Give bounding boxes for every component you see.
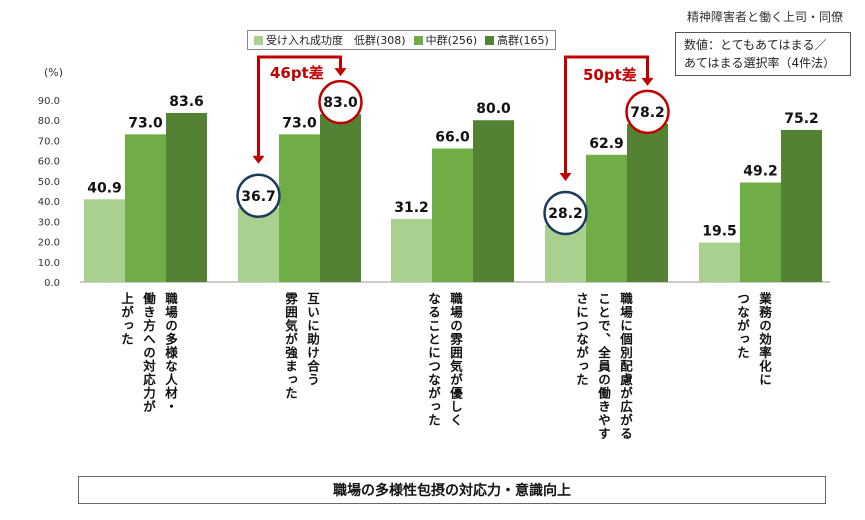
bar-3-2 <box>320 114 361 283</box>
diff-arrowhead-low-2 <box>559 172 572 181</box>
y-axis-unit: (%) <box>44 66 64 79</box>
category-4-line-2: ことで、全員の働きやす <box>596 292 611 441</box>
value-label: 73.0 <box>128 115 163 131</box>
diff-label-2: 50pt差 <box>583 66 637 84</box>
legend-item-high: 高群(165) <box>485 32 549 48</box>
y-tick-label: 90.0 <box>38 96 60 107</box>
legend-item-low: 受け入れ成功度 低群(308) <box>254 32 406 48</box>
diff-arrowhead-high-1 <box>334 68 347 77</box>
y-tick-label: 60.0 <box>38 157 60 168</box>
value-label: 78.2 <box>630 105 665 121</box>
category-label-2: 互いに助け合う 雰囲気が強まった <box>282 292 320 482</box>
value-label: 19.5 <box>702 224 737 240</box>
y-tick-label: 50.0 <box>38 177 60 188</box>
diff-label-1: 46pt差 <box>270 64 324 82</box>
bar-1-3 <box>391 218 432 282</box>
value-label: 31.2 <box>394 200 429 216</box>
category-5-line-2: つながった <box>735 292 750 360</box>
diff-arrowhead-high-2 <box>641 77 654 86</box>
value-label: 28.2 <box>548 206 583 222</box>
legend-label-mid: 中群(256) <box>425 34 478 47</box>
value-label: 73.0 <box>282 115 317 131</box>
value-label: 75.2 <box>784 111 819 127</box>
value-highlight-circle <box>625 89 670 135</box>
bar-2-3 <box>432 148 473 282</box>
value-label: 66.0 <box>435 130 470 146</box>
category-1-line-3: 上がった <box>119 292 134 346</box>
value-label: 40.9 <box>87 180 122 196</box>
bar-3-1 <box>166 112 207 282</box>
value-label: 83.0 <box>323 95 358 111</box>
legend-swatch-high <box>485 35 495 45</box>
category-label-4: 職場に個別配慮が広がる ことで、全員の働きやす さにつながった <box>573 292 633 482</box>
category-4-line-3: さにつながった <box>574 292 589 387</box>
value-label: 62.9 <box>589 136 624 152</box>
legend-label-low: 受け入れ成功度 低群(308) <box>266 34 406 47</box>
category-label-3: 職場の雰囲気が優しく なることにつながった <box>425 292 463 482</box>
category-3-line-2: なることにつながった <box>426 292 441 427</box>
category-3-line-1: 職場の雰囲気が優しく <box>448 292 463 427</box>
bar-2-4 <box>586 154 627 282</box>
value-label: 36.7 <box>241 189 276 205</box>
diff-arrowhead-low-1 <box>252 155 265 164</box>
diff-bracket-2 <box>564 55 649 175</box>
legend-swatch-low <box>254 35 263 45</box>
legend-item-mid: 中群(256) <box>413 32 478 48</box>
legend-swatch-mid <box>413 35 423 45</box>
value-label: 49.2 <box>743 164 778 180</box>
bar-3-3 <box>473 120 514 282</box>
diff-bracket-1 <box>257 55 342 158</box>
legend-label-high: 高群(165) <box>497 34 549 47</box>
bar-2-1 <box>125 134 166 282</box>
legend: 受け入れ成功度 低群(308) 中群(256) 高群(165) <box>247 30 556 50</box>
bar-1-5 <box>699 242 740 282</box>
value-label: 83.6 <box>169 94 204 110</box>
y-tick-label: 40.0 <box>38 197 60 208</box>
bar-2-2 <box>279 134 320 282</box>
value-highlight-circle <box>318 79 363 125</box>
bar-1-2 <box>238 207 279 282</box>
bar-3-4 <box>627 123 668 283</box>
value-label: 80.0 <box>476 101 511 117</box>
category-1-line-2: 働き方への対応力が <box>141 292 156 414</box>
category-2-line-1: 互いに助け合う <box>305 292 320 387</box>
category-4-line-1: 職場に個別配慮が広がる <box>618 292 633 441</box>
bar-3-5 <box>781 129 822 282</box>
y-tick-label: 20.0 <box>38 238 60 249</box>
bar-1-1 <box>84 199 125 282</box>
value-highlight-circle <box>236 173 281 219</box>
category-label-5: 業務の効率化に つながった <box>734 292 772 482</box>
value-highlight-circle <box>543 190 588 236</box>
chart-title-box: 職場の多様性包摂の対応力・意識向上 <box>78 476 826 504</box>
note-line-1: 数値：とてもあてはまる／ <box>684 38 827 52</box>
y-tick-label: 10.0 <box>38 258 60 269</box>
y-tick-label: 80.0 <box>38 116 60 127</box>
category-2-line-2: 雰囲気が強まった <box>283 292 298 400</box>
category-label-1: 職場の多様な人材・ 働き方への対応力が 上がった <box>118 292 178 482</box>
bar-2-5 <box>740 182 781 282</box>
note-line-2: あてはまる選択率（4件法） <box>684 56 836 70</box>
value-note-box: 数値：とてもあてはまる／ あてはまる選択率（4件法） <box>675 32 851 76</box>
chart-title: 職場の多様性包摂の対応力・意識向上 <box>333 483 571 499</box>
category-5-line-1: 業務の効率化に <box>757 292 772 387</box>
y-tick-label: 70.0 <box>38 136 60 147</box>
y-tick-label: 0.0 <box>44 278 60 289</box>
chart-subject-title: 精神障害者と働く上司・同僚 <box>686 10 843 24</box>
y-tick-label: 30.0 <box>38 217 60 228</box>
category-1-line-1: 職場の多様な人材・ <box>163 292 178 414</box>
